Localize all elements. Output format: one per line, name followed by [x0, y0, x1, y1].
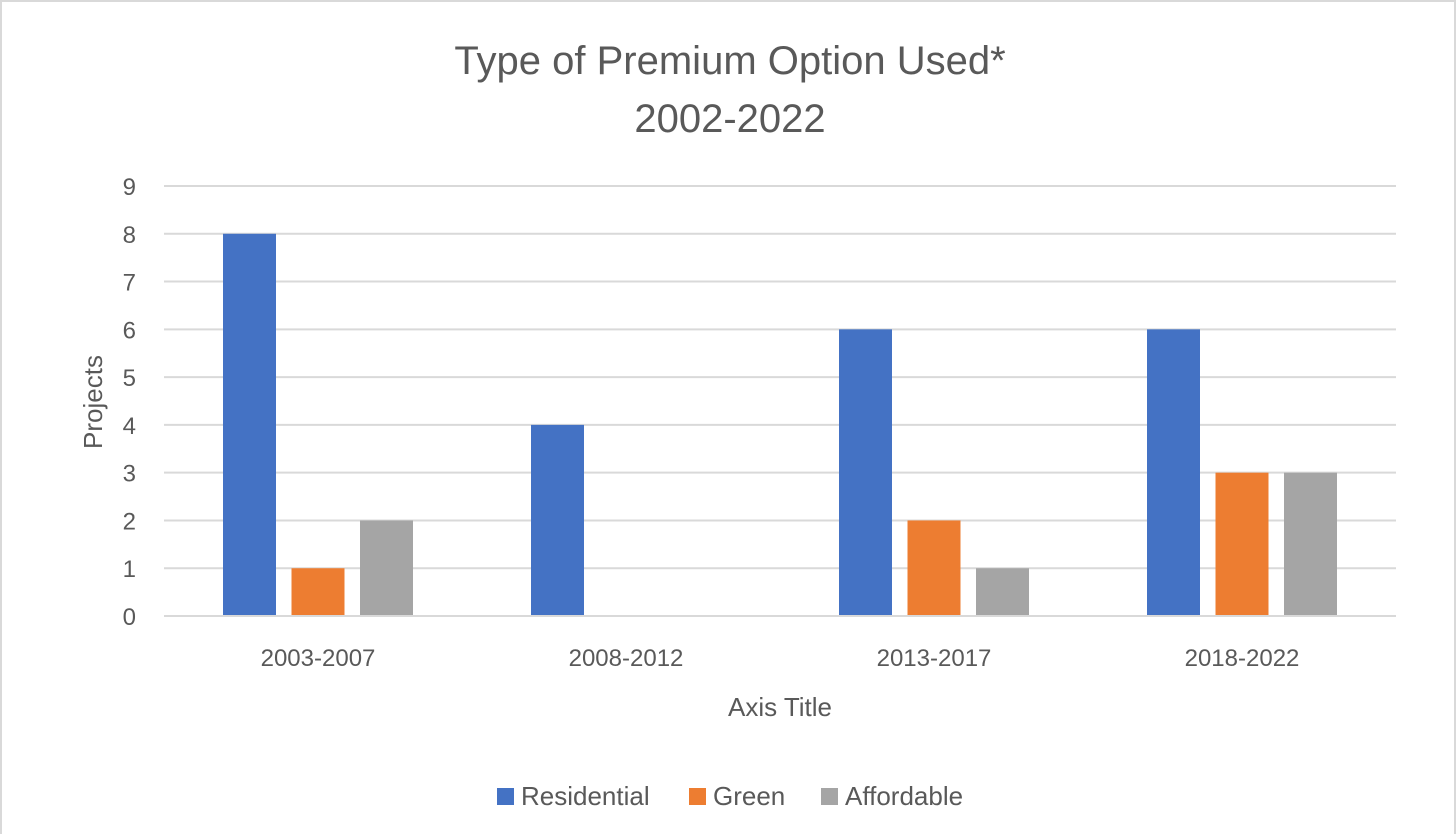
bars	[223, 233, 1337, 616]
x-axis-ticks: 2003-2007 2008-2012 2013-2017 2018-2022	[261, 645, 1300, 672]
y-tick-label: 3	[123, 461, 136, 488]
bar-green-2013-2017	[907, 520, 961, 616]
y-axis-title: Projects	[78, 355, 108, 449]
legend-swatch-residential	[497, 788, 514, 805]
chart-title-line-1: Type of Premium Option Used*	[454, 39, 1005, 83]
bar-residential-2018-2022	[1147, 329, 1200, 616]
bar-green-2003-2007	[291, 568, 345, 616]
y-tick-label: 2	[123, 508, 136, 535]
gridlines	[164, 185, 1396, 570]
bar-affordable-2013-2017	[976, 568, 1029, 616]
bar-residential-2003-2007	[223, 233, 276, 616]
y-tick-label: 0	[123, 604, 136, 631]
bar-residential-2013-2017	[839, 329, 892, 616]
legend-label-affordable: Affordable	[845, 781, 963, 811]
y-tick-label: 7	[123, 270, 136, 297]
bar-green-2018-2022	[1215, 472, 1269, 616]
x-tick-label: 2008-2012	[569, 645, 684, 672]
y-tick-label: 5	[123, 365, 136, 392]
y-tick-label: 9	[123, 174, 136, 201]
legend-label-green: Green	[713, 781, 785, 811]
legend-swatch-affordable	[821, 788, 838, 805]
x-tick-label: 2018-2022	[1185, 645, 1300, 672]
chart-title-line-2: 2002-2022	[634, 97, 825, 141]
x-tick-label: 2013-2017	[877, 645, 992, 672]
y-axis-ticks: 0 1 2 3 4 5 6 7 8 9	[123, 174, 136, 631]
y-tick-label: 1	[123, 556, 136, 583]
x-axis-title: Axis Title	[728, 692, 832, 722]
bar-residential-2008-2012	[531, 424, 584, 616]
x-tick-label: 2003-2007	[261, 645, 376, 672]
y-tick-label: 8	[123, 222, 136, 249]
y-tick-label: 4	[123, 413, 136, 440]
legend: Residential Green Affordable	[497, 781, 963, 811]
legend-label-residential: Residential	[521, 781, 650, 811]
bar-affordable-2018-2022	[1284, 472, 1337, 616]
y-tick-label: 6	[123, 317, 136, 344]
legend-swatch-green	[689, 788, 706, 805]
bar-affordable-2003-2007	[360, 520, 413, 616]
